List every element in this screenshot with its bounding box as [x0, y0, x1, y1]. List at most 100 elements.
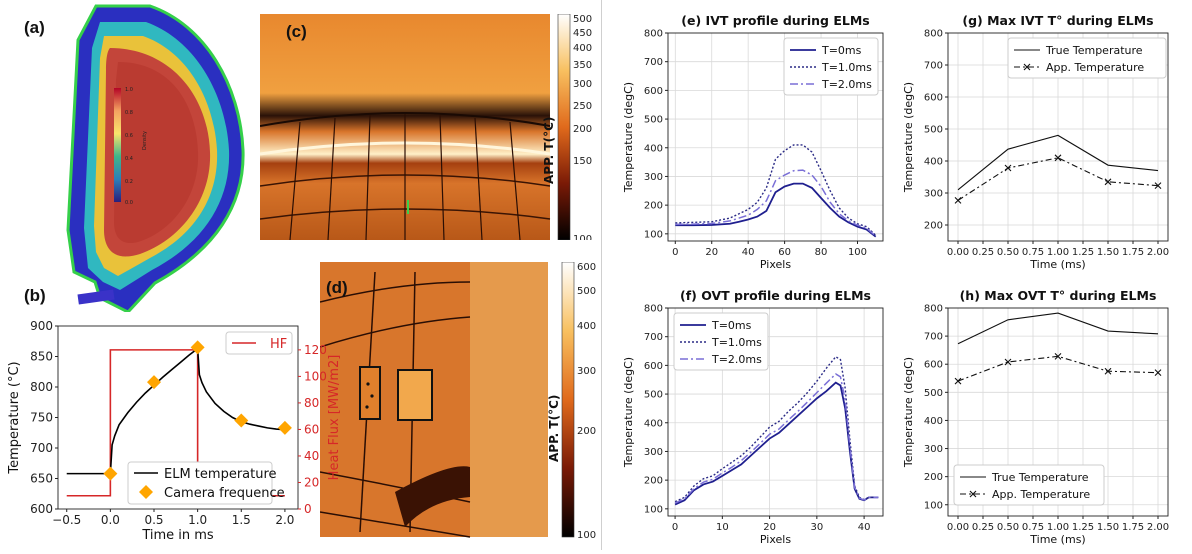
y-tick-label: 300	[644, 447, 663, 458]
x-axis-label: Time (ms)	[1029, 533, 1085, 546]
panel-label-d: (d)	[326, 278, 348, 297]
data-point	[1054, 154, 1062, 162]
colormap-tick: 0.4	[125, 156, 133, 162]
y2-tick-label: 60	[304, 422, 319, 436]
colormap-tick: 0.0	[125, 200, 133, 206]
y-tick-label: 200	[644, 476, 663, 487]
y-tick-label: 600	[644, 361, 663, 372]
x-axis-label: Time in ms	[141, 528, 214, 543]
panel-f: 0 10 20 30 40 100 200 300 400 500 600 700 800 (f) OVT…	[606, 275, 896, 550]
y-tick-label: 800	[30, 380, 53, 394]
y-tick-label: 700	[30, 441, 53, 455]
colorbar-tick: 600	[577, 262, 596, 273]
panel-d: 600 500 400 300 200 100 APP. T(°C) (d)	[319, 261, 600, 542]
series-line	[675, 182, 877, 238]
x-tick-label: 2.0	[275, 513, 294, 527]
y-tick-label: 800	[924, 304, 943, 315]
y-tick-label: 400	[644, 143, 663, 154]
y-tick-label: 500	[644, 115, 663, 126]
x-tick-label: 1.25	[1072, 247, 1094, 258]
x-tick-label: 0.25	[972, 522, 994, 533]
data-point	[1054, 352, 1062, 360]
x-axis-label: Pixels	[760, 258, 791, 271]
chart-e: 0 20 40 60 80 100 100 200 300 400 500 600 700 800 (e) …	[622, 13, 884, 271]
density-colormap	[114, 88, 121, 202]
x-tick-label: 0.00	[947, 247, 969, 258]
x-tick-label: 40	[742, 247, 755, 258]
chart-title: (e) IVT profile during ELMs	[681, 13, 869, 28]
y-tick-label: 700	[644, 57, 663, 68]
colorbar-tick: 200	[577, 426, 596, 437]
colorbar-c	[557, 13, 571, 241]
legend-box	[953, 464, 1105, 506]
x-tick-label: 60	[778, 247, 791, 258]
y-tick-label: 100	[924, 500, 943, 511]
chart-title: (g) Max IVT T° during ELMs	[962, 13, 1153, 28]
x-tick-label: 0	[672, 247, 678, 258]
series-line	[675, 144, 877, 236]
chart-title: (f) OVT profile during ELMs	[680, 288, 871, 303]
chart-title: (h) Max OVT T° during ELMs	[960, 288, 1157, 303]
legend-label: HF	[270, 337, 287, 352]
y-tick-label: 100	[644, 504, 663, 515]
y-tick-label: 700	[644, 332, 663, 343]
colormap-tick: 1.0	[125, 87, 133, 93]
colorbar-tick: 150	[573, 156, 592, 167]
series-line	[957, 134, 1159, 191]
x-axis-label: Time (ms)	[1029, 258, 1085, 271]
y-axis-label: Temperature (°C)	[7, 361, 22, 474]
y-axis-label: Temperature (degC)	[622, 82, 635, 193]
data-point	[1104, 178, 1112, 186]
panel-e: 0 20 40 60 80 100 100 200 300 400 500 600 700 800 (e) …	[606, 0, 896, 275]
y-tick-label: 400	[924, 157, 943, 168]
legend-marker	[139, 485, 153, 499]
x-tick-label: 1.75	[1122, 247, 1144, 258]
colorbar-d	[561, 261, 575, 538]
chart-f: 0 10 20 30 40 100 200 300 400 500 600 700 800 (f) OVT…	[622, 288, 884, 546]
colorbar-label: APP. T(°C)	[547, 395, 561, 462]
data-point	[1004, 164, 1012, 172]
legend-label: T=0ms	[821, 44, 862, 57]
legend-marker	[969, 490, 977, 498]
colorbar-tick: 500	[577, 286, 596, 297]
x-tick-label: 0.50	[997, 522, 1019, 533]
y-tick-label: 400	[644, 418, 663, 429]
y2-axis-label: Heat Flux [MW/m2]	[327, 355, 342, 481]
legend-box	[1007, 37, 1167, 79]
x-tick-label: 0.50	[997, 247, 1019, 258]
camera-point	[190, 340, 205, 355]
y2-tick-label: 40	[304, 449, 319, 463]
y-tick-label: 600	[644, 86, 663, 97]
panel-label-c: (c)	[286, 22, 307, 41]
data-point	[1154, 182, 1162, 190]
colorbar-tick: 500	[573, 14, 592, 25]
colormap-label: Density	[142, 131, 148, 150]
colorbar-tick: 400	[577, 321, 596, 332]
x-tick-label: 0.75	[1022, 522, 1044, 533]
y-axis-label: Temperature (degC)	[622, 357, 635, 468]
legend-box	[225, 331, 293, 355]
chart-g: 0.00 0.25 0.50 0.75 1.00 1.25 1.50 1.75 2.00 200 3…	[902, 13, 1169, 271]
x-tick-label: −0.5	[52, 513, 81, 527]
panel-label-b: (b)	[24, 286, 46, 305]
y2-tick-label: 120	[304, 343, 327, 357]
legend-box	[783, 37, 879, 96]
colorbar-tick: 100	[577, 530, 596, 541]
camera-point	[147, 375, 161, 390]
x-tick-label: 10	[716, 522, 729, 533]
x-tick-label: 80	[815, 247, 828, 258]
x-tick-label: 20	[763, 522, 776, 533]
y-axis-label: Temperature (degC)	[902, 357, 915, 468]
y2-tick-label: 80	[304, 396, 319, 410]
y-tick-label: 800	[644, 29, 663, 40]
legend-label: ELM temperature	[164, 467, 277, 482]
camera-point	[234, 413, 249, 428]
plot-frame	[667, 307, 884, 517]
x-tick-label: 0.75	[1022, 247, 1044, 258]
y-tick-label: 900	[30, 319, 53, 333]
panel-h: 0.00 0.25 0.50 0.75 1.00 1.25 1.50 1.75 2.00 100 2…	[898, 275, 1190, 550]
ir-image-c: 500 450 400 350 300 250 200 150 100 APP.…	[259, 13, 592, 245]
legend-label: T=2.0ms	[821, 78, 872, 91]
ir-image-d: 600 500 400 300 200 100 APP. T(°C)	[319, 261, 596, 541]
legend-label: App. Temperature	[992, 488, 1090, 501]
